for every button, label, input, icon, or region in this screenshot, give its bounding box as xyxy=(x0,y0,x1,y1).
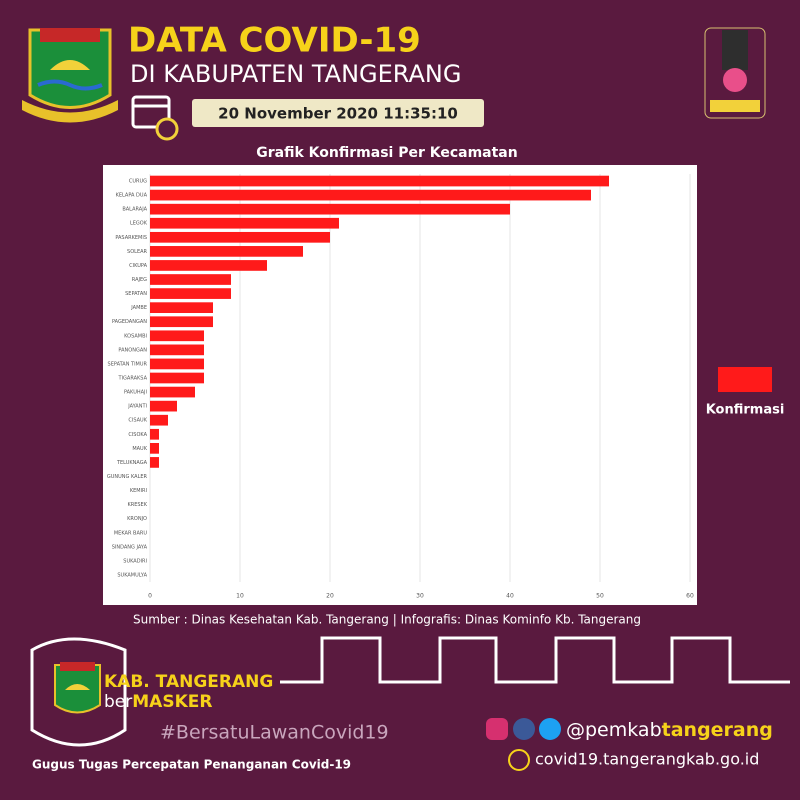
task-force: Gugus Tugas Percepatan Penanganan Covid-… xyxy=(32,758,351,772)
bar xyxy=(150,414,168,426)
shield-outline xyxy=(30,637,127,747)
y-tick-label: KELAPA DUA xyxy=(116,193,148,199)
calendar-icon xyxy=(131,95,179,141)
bar xyxy=(150,217,339,229)
subtitle: DI KABUPATEN TANGERANG xyxy=(130,60,461,88)
footer-emblem xyxy=(54,662,101,714)
y-tick-label: MEKAR BARU xyxy=(114,530,147,536)
brand-line-2: berMASKER xyxy=(104,692,212,712)
y-tick-label: CURUG xyxy=(129,179,147,185)
hashtag: #BersatuLawanCovid19 xyxy=(160,722,389,744)
date-box xyxy=(192,99,484,127)
chart-panel xyxy=(103,165,697,605)
x-tick-label: 40 xyxy=(506,593,514,600)
y-tick-label: PANONGAN xyxy=(118,347,147,353)
bar xyxy=(150,457,159,468)
anniversary-logo xyxy=(704,27,766,119)
y-tick-label: JAYANTI xyxy=(127,404,147,410)
bar xyxy=(150,175,609,187)
y-tick-label: SUKADIRI xyxy=(123,558,147,564)
y-tick-label: GUNUNG KALER xyxy=(107,474,148,480)
bar xyxy=(150,231,330,243)
bar xyxy=(150,358,204,370)
title: DATA COVID-19 xyxy=(128,21,421,61)
social-icons xyxy=(486,718,561,771)
y-tick-label: RAJEG xyxy=(132,277,147,283)
y-tick-label: SEPATAN TIMUR xyxy=(108,361,148,367)
y-tick-label: TELUKNAGA xyxy=(116,460,148,466)
bar xyxy=(150,386,195,398)
bar xyxy=(150,400,177,412)
y-tick-label: PASARKEMIS xyxy=(115,235,147,241)
bar xyxy=(150,274,231,285)
website: covid19.tangerangkab.go.id xyxy=(535,750,759,769)
y-tick-label: PAGEDANGAN xyxy=(112,319,147,325)
brand-line-1: KAB. TANGERANG xyxy=(104,672,273,692)
bar xyxy=(150,428,159,440)
y-tick-label: SUKAMULYA xyxy=(117,572,147,578)
bar xyxy=(150,288,231,299)
y-tick-label: LEGOK xyxy=(130,221,148,227)
y-tick-label: KEMIRI xyxy=(130,488,147,494)
handle-prefix: @pemkab xyxy=(566,719,662,741)
emblem xyxy=(22,28,118,123)
y-tick-label: BALARAJA xyxy=(122,207,147,213)
bar xyxy=(150,189,591,201)
legend-swatch xyxy=(718,367,772,392)
y-tick-label: PAKUHAJI xyxy=(124,390,147,396)
x-tick-label: 0 xyxy=(148,593,152,600)
bar xyxy=(150,442,159,454)
social-handle: @pemkabtangerang xyxy=(566,719,773,741)
bar xyxy=(150,260,267,271)
x-tick-label: 60 xyxy=(686,593,694,600)
y-tick-label: CIKUPA xyxy=(129,263,147,269)
legend-label: Konfirmasi xyxy=(706,403,785,418)
x-tick-label: 50 xyxy=(596,593,604,600)
bar xyxy=(150,203,510,215)
bar xyxy=(150,372,204,384)
bar xyxy=(150,316,213,328)
y-tick-label: MAUK xyxy=(132,446,147,452)
x-tick-label: 20 xyxy=(326,593,334,600)
y-tick-label: SINDANG JAYA xyxy=(112,544,148,550)
x-tick-label: 30 xyxy=(416,593,424,600)
y-tick-label: KRESEK xyxy=(127,502,147,508)
bar xyxy=(150,344,204,356)
brand-masker: MASKER xyxy=(132,692,212,712)
plot: 0 10 20 30 40 50 60 CURUG KELAPA DUA BALARAJA LEGO… xyxy=(107,174,784,600)
chart-title: Grafik Konfirmasi Per Kecamatan xyxy=(256,145,517,161)
y-tick-label: JAMBE xyxy=(130,305,147,311)
y-tick-label: CISAUK xyxy=(128,418,147,424)
y-tick-label: SEPATAN xyxy=(125,291,147,297)
datetime: 20 November 2020 11:35:10 xyxy=(218,105,458,123)
y-tick-label: CISOKA xyxy=(128,432,147,438)
x-tick-label: 10 xyxy=(236,593,244,600)
bar xyxy=(150,302,213,314)
source: Sumber : Dinas Kesehatan Kab. Tangerang … xyxy=(133,613,641,627)
brand-ber: ber xyxy=(104,692,132,712)
y-tick-label: KOSAMBI xyxy=(124,333,147,339)
handle-suffix: tangerang xyxy=(662,719,773,741)
y-tick-label: SOLEAR xyxy=(127,249,147,255)
y-tick-label: KRONJO xyxy=(127,516,147,522)
y-tick-label: TIGARAKSA xyxy=(118,376,148,382)
bar xyxy=(150,246,303,257)
bar xyxy=(150,330,204,342)
wave-line xyxy=(280,636,790,684)
